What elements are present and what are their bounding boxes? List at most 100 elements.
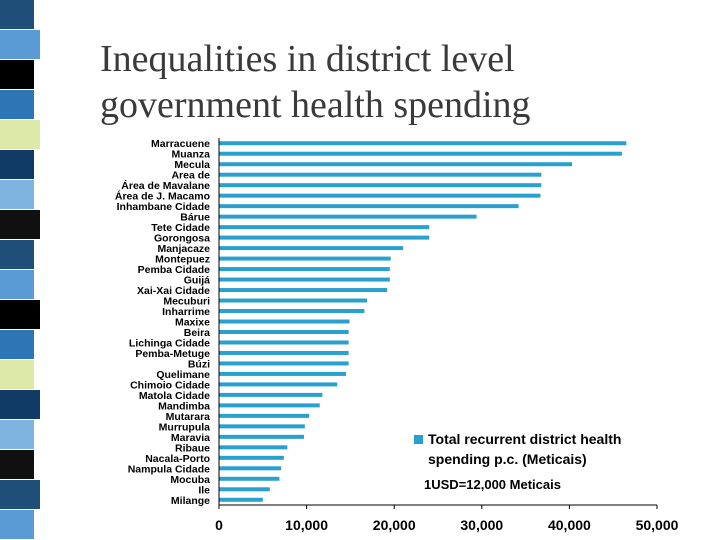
- slide-title-line-2: government health spending: [100, 84, 531, 126]
- category-label: Mutarara: [166, 411, 211, 423]
- bar: [219, 298, 368, 303]
- bar: [219, 371, 347, 376]
- bar: [219, 183, 542, 188]
- x-tick-label: 30,000: [460, 517, 503, 533]
- category-label: Pemba-Metuge: [135, 348, 210, 360]
- stripe-block: [0, 120, 40, 150]
- bar: [219, 319, 350, 324]
- bar: [219, 162, 573, 167]
- bar: [219, 413, 310, 418]
- category-label: Montepuez: [155, 254, 210, 266]
- bar: [219, 487, 270, 492]
- category-label: Mocuba: [170, 474, 210, 486]
- slide-title: Inequalities in district level governmen…: [100, 36, 700, 128]
- category-label: Mecuburi: [163, 296, 210, 308]
- legend-swatch: [414, 435, 423, 444]
- x-tick-label: 0: [215, 517, 223, 533]
- category-label: Xai-Xai Cidade: [137, 285, 210, 297]
- stripe-block: [0, 30, 40, 60]
- bar: [219, 329, 349, 334]
- stripe-block: [0, 450, 34, 480]
- stripe-block: [0, 330, 34, 360]
- category-label: Inhambane Cidade: [117, 201, 211, 213]
- x-tick-label: 50,000: [636, 517, 679, 533]
- bar: [219, 424, 305, 429]
- bar: [219, 476, 280, 481]
- bar: [219, 204, 519, 209]
- bar: [219, 392, 323, 397]
- bar: [219, 497, 263, 502]
- category-label: Manjacaze: [157, 243, 210, 255]
- category-label: Marracuene: [151, 138, 210, 150]
- category-label: Gorongosa: [154, 233, 210, 245]
- category-label: Guijá: [184, 275, 210, 287]
- stripe-block: [0, 180, 34, 210]
- category-label: Ribaue: [175, 442, 210, 454]
- category-label: Tete Cidade: [151, 222, 210, 234]
- bar: [219, 172, 542, 177]
- category-label: Maravia: [171, 432, 210, 444]
- bar: [219, 288, 388, 293]
- decorative-stripe: [0, 0, 70, 540]
- bar: [219, 340, 349, 345]
- category-label: Nacala-Porto: [145, 453, 210, 465]
- stripe-block: [0, 270, 34, 300]
- stripe-block: [0, 0, 34, 30]
- slide-title-line-1: Inequalities in district level: [100, 38, 515, 80]
- bar: [219, 193, 541, 198]
- bar: [219, 445, 288, 450]
- stripe-block: [0, 360, 34, 390]
- stripe-block: [0, 420, 34, 450]
- category-label: Pemba Cidade: [138, 264, 211, 276]
- category-label: Bárue: [180, 212, 210, 224]
- chart-legend: Total recurrent district health spending…: [414, 431, 621, 467]
- category-label: Mecula: [174, 159, 210, 171]
- category-label: Chimoio Cidade: [130, 379, 210, 391]
- category-label: Matola Cidade: [139, 390, 210, 402]
- bar: [219, 350, 349, 355]
- category-label: Milange: [171, 495, 210, 507]
- stripe-block: [0, 150, 34, 180]
- category-label: Nampula Cidade: [128, 463, 210, 475]
- category-label: Mandimba: [158, 400, 210, 412]
- stripe-block: [0, 90, 34, 120]
- stripe-block: [0, 390, 40, 420]
- bar: [219, 434, 304, 439]
- bar: [219, 235, 430, 240]
- bar: [219, 455, 284, 460]
- category-label: Área de J. Macamo: [115, 190, 210, 203]
- category-label: Maxixe: [175, 317, 210, 329]
- category-label: Lichinga Cidade: [129, 337, 210, 349]
- bar: [219, 256, 391, 261]
- legend-label-line-2: spending p.c. (Meticais): [428, 451, 587, 467]
- x-tick-label: 10,000: [285, 517, 328, 533]
- x-axis-ticks: 0 10,000 20,000 30,000 40,000 50,000: [215, 505, 679, 533]
- bar: [219, 225, 430, 230]
- stripe-block: [0, 60, 34, 90]
- bar: [219, 151, 622, 156]
- stripe-block: [0, 480, 40, 510]
- currency-note: 1USD=12,000 Meticais: [424, 477, 561, 492]
- bar: [219, 403, 320, 408]
- bar: [219, 141, 627, 146]
- category-label: Area de: [171, 170, 210, 182]
- x-tick-label: 20,000: [373, 517, 416, 533]
- category-label: Área de Mavalane: [121, 179, 210, 192]
- bar: [219, 309, 365, 314]
- legend-label-line-1: Total recurrent district health: [428, 431, 621, 447]
- x-tick-label: 40,000: [548, 517, 591, 533]
- stripe-block: [0, 210, 40, 240]
- category-label: Murrupula: [159, 421, 210, 433]
- bar: [219, 382, 338, 387]
- bar: [219, 361, 349, 366]
- bar: [219, 466, 282, 471]
- category-label: Ile: [198, 484, 210, 496]
- bar: [219, 267, 390, 272]
- category-label: Quelimane: [156, 369, 210, 381]
- stripe-block: [0, 240, 34, 270]
- bar: [219, 246, 403, 251]
- category-label: Búzi: [188, 358, 210, 370]
- chart-axes: [218, 138, 657, 506]
